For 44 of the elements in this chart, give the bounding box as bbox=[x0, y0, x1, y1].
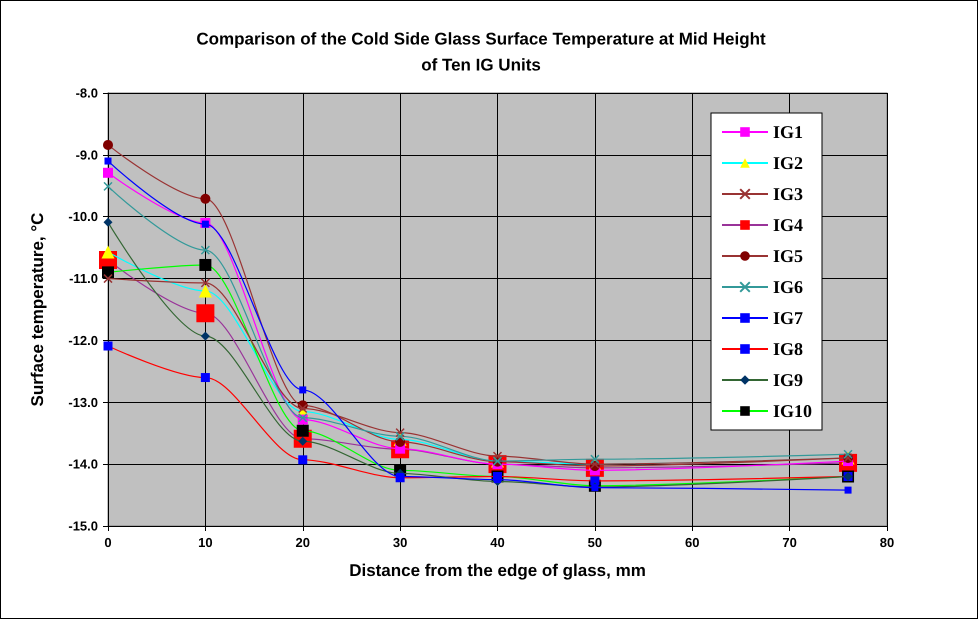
y-tick-label: -10.0 bbox=[68, 209, 98, 224]
legend-label: IG10 bbox=[772, 401, 812, 421]
x-tick-label: 20 bbox=[296, 535, 310, 550]
legend-label: IG6 bbox=[772, 277, 804, 297]
x-tick-label: 10 bbox=[198, 535, 213, 550]
legend-label: IG9 bbox=[772, 370, 804, 390]
point bbox=[200, 245, 210, 255]
y-tick-label: -14.0 bbox=[68, 456, 98, 472]
x-tick-label: 70 bbox=[782, 535, 797, 550]
point bbox=[298, 404, 308, 414]
x-tick-label: 50 bbox=[588, 535, 602, 550]
y-axis-title: Surface temperature, °C bbox=[28, 212, 47, 406]
x-tick-label: 0 bbox=[104, 535, 112, 550]
legend-label: IG7 bbox=[772, 308, 804, 328]
point bbox=[843, 449, 853, 459]
y-tick-label: -9.0 bbox=[76, 147, 98, 162]
x-tick-label: 40 bbox=[490, 535, 505, 550]
point bbox=[202, 220, 209, 228]
point bbox=[103, 182, 113, 192]
legend-label: IG4 bbox=[772, 215, 804, 235]
y-tick-label: -11.0 bbox=[69, 271, 98, 286]
legend-label: IG5 bbox=[772, 246, 804, 266]
legend-label: IG2 bbox=[772, 153, 804, 173]
point bbox=[844, 486, 852, 494]
y-tick-label: -8.0 bbox=[76, 86, 98, 100]
chart-title: Comparison of the Cold Side Glass Surface Temperature at Mid Height of Ten IG Units bbox=[196, 30, 766, 74]
y-tick-label: -12.0 bbox=[68, 332, 98, 348]
legend-label: IG3 bbox=[772, 184, 804, 204]
legend-label: IG8 bbox=[772, 339, 804, 359]
point bbox=[298, 413, 308, 422]
y-tick-label: -13.0 bbox=[68, 394, 98, 410]
x-tick-label: 30 bbox=[392, 535, 408, 550]
x-tick-label: 60 bbox=[685, 535, 700, 550]
point bbox=[200, 278, 210, 288]
x-tick-label: 80 bbox=[880, 535, 894, 550]
y-tick-label: -15.0 bbox=[68, 518, 98, 534]
point bbox=[395, 428, 405, 438]
point bbox=[104, 158, 112, 165]
point bbox=[299, 386, 306, 394]
point bbox=[590, 454, 600, 464]
x-axis-title: Distance from the edge of glass, mm bbox=[349, 561, 646, 580]
legend-label: IG1 bbox=[772, 122, 804, 142]
point bbox=[492, 451, 502, 461]
point bbox=[103, 168, 113, 178]
